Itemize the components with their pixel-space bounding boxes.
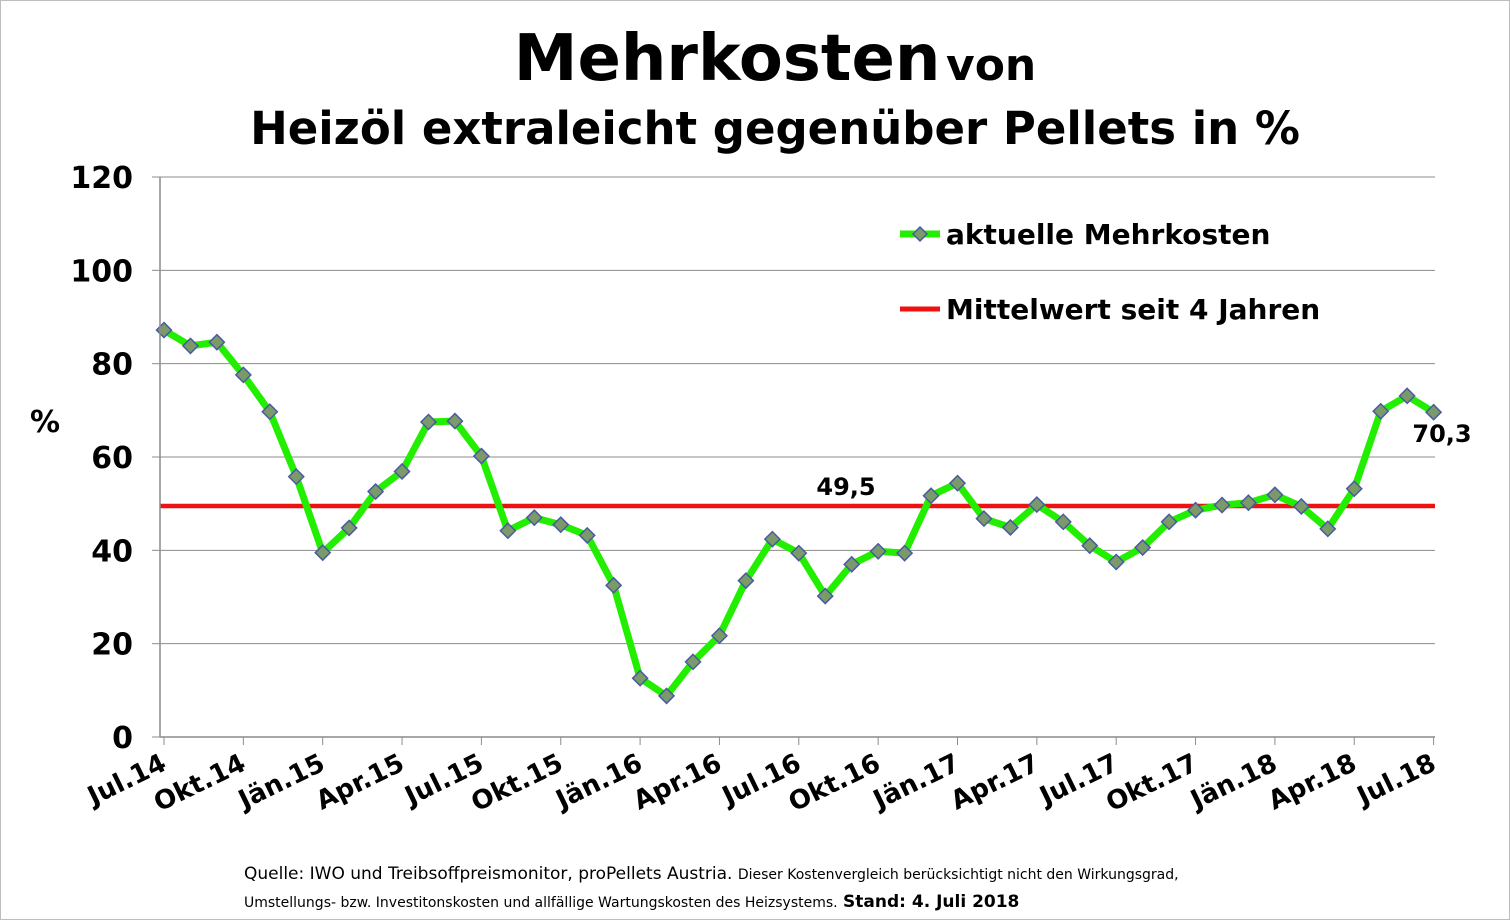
data-point <box>261 403 279 421</box>
data-point <box>869 542 887 560</box>
data-point <box>525 509 543 527</box>
data-point <box>975 510 993 528</box>
data-point <box>1001 518 1019 537</box>
data-point <box>1028 496 1046 514</box>
data-point <box>1213 496 1231 514</box>
data-point <box>446 412 464 430</box>
data-point <box>657 687 676 705</box>
axes <box>152 176 1435 745</box>
y-axis-label: % <box>30 405 60 440</box>
data-point <box>419 413 438 431</box>
data-point <box>1372 402 1390 420</box>
y-tick-label: 100 <box>70 254 133 289</box>
data-point <box>1266 486 1284 504</box>
data-point <box>1186 501 1205 519</box>
data-point <box>367 482 385 501</box>
last-value-label: 70,3 <box>1412 420 1471 448</box>
data-point <box>1160 513 1178 531</box>
data-point <box>1054 513 1072 531</box>
data-point <box>340 519 358 537</box>
x-tick-label: Jän.18 <box>1185 748 1282 816</box>
data-point <box>1081 537 1099 555</box>
stand-date: Stand: 4. Juli 2018 <box>843 892 1020 912</box>
title-suffix: von <box>946 40 1037 91</box>
data-point <box>922 487 940 505</box>
y-tick-label: 0 <box>112 721 133 756</box>
data-point <box>208 333 226 351</box>
y-tick-label: 80 <box>91 348 133 383</box>
data-point <box>1107 553 1125 571</box>
data-point <box>1292 497 1310 516</box>
data-point <box>763 530 781 548</box>
y-tick-label: 120 <box>70 161 133 196</box>
data-point <box>684 653 702 671</box>
x-tick-label: Jän.17 <box>867 748 964 816</box>
data-point <box>816 587 834 605</box>
data-point <box>843 555 861 573</box>
x-tick-label: Okt.17 <box>1101 748 1202 818</box>
series-line-mehrkosten <box>162 327 1436 700</box>
annotations: 49,5 70,3 <box>816 420 1471 501</box>
data-point <box>631 669 649 687</box>
x-tick-label: Jul.18 <box>1351 748 1441 812</box>
data-point <box>234 366 252 384</box>
x-tick-label: Apr.15 <box>312 748 410 816</box>
title-main: Mehrkosten <box>513 22 941 96</box>
data-point <box>393 462 411 481</box>
y-tick-label: 60 <box>91 441 133 476</box>
x-tick-label: Jän.15 <box>232 748 329 816</box>
disclaimer-line-1: Dieser Kostenvergleich berücksichtigt ni… <box>737 867 1179 883</box>
data-point <box>710 627 729 645</box>
x-tick-label: Okt.15 <box>467 748 568 818</box>
series-group <box>155 321 1443 705</box>
y-tick-label: 40 <box>91 534 133 569</box>
x-tick-label: Apr.18 <box>1264 748 1362 816</box>
data-point <box>1319 520 1337 538</box>
source-note: Quelle: IWO und Treibsoffpreismonitor, p… <box>244 861 1464 917</box>
data-point <box>1134 538 1152 557</box>
data-point <box>314 544 332 562</box>
x-tick-label: Okt.16 <box>784 748 885 818</box>
chart-title: Mehrkosten von <box>0 22 1510 96</box>
legend-label-mehrkosten: aktuelle Mehrkosten <box>946 218 1270 251</box>
data-point <box>1239 494 1258 512</box>
data-point <box>896 544 914 562</box>
legend-marker-mehrkosten <box>911 225 929 243</box>
data-point <box>552 516 570 534</box>
x-tick-label: Apr.16 <box>629 748 727 816</box>
legend-label-mittelwert: Mittelwert seit 4 Jahren <box>946 293 1320 326</box>
disclaimer-line-2: Umstellungs- bzw. Investitonskosten und … <box>244 895 838 911</box>
average-value-label: 49,5 <box>816 473 875 501</box>
source-text: Quelle: IWO und Treibsoffpreismonitor, p… <box>244 864 733 884</box>
data-point <box>578 526 596 544</box>
data-point <box>181 337 200 355</box>
data-point <box>737 572 755 590</box>
data-point <box>499 522 517 540</box>
y-tick-label: 20 <box>91 628 133 663</box>
tick-labels: 020406080100120%Jul.14Okt.14Jän.15Apr.15… <box>30 161 1441 818</box>
data-point <box>287 468 305 486</box>
x-tick-label: Apr.17 <box>946 748 1044 816</box>
data-point <box>1345 480 1363 498</box>
data-point <box>790 544 808 562</box>
data-point <box>605 576 623 594</box>
x-tick-label: Jän.16 <box>550 748 647 816</box>
x-tick-label: Okt.14 <box>149 748 250 818</box>
chart-subtitle: Heizöl extraleicht gegenüber Pellets in … <box>250 102 1300 155</box>
data-point <box>1398 387 1416 405</box>
data-point <box>948 474 967 492</box>
data-point <box>472 447 490 465</box>
legend: aktuelle Mehrkosten Mittelwert seit 4 Jah… <box>900 218 1320 326</box>
data-point <box>1425 403 1443 421</box>
